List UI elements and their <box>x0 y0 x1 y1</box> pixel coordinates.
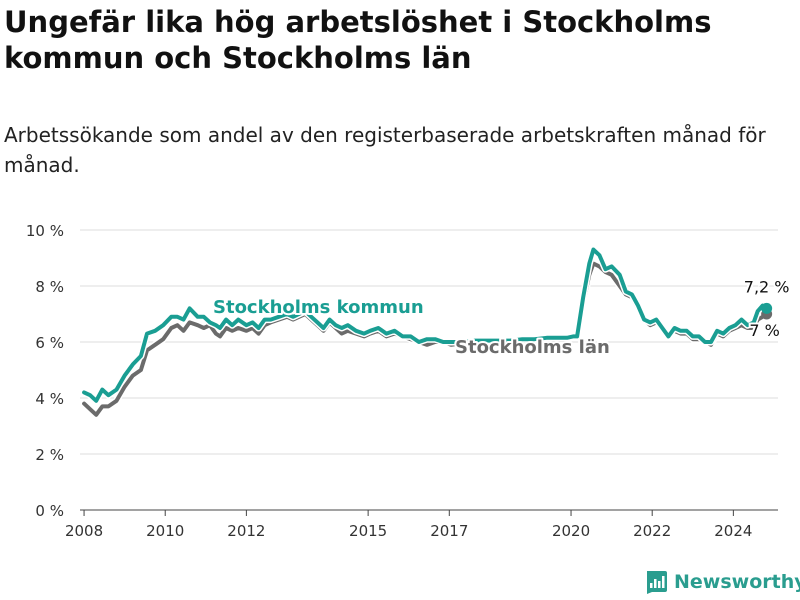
x-tick-label: 2024 <box>714 522 752 540</box>
series-layer <box>80 246 773 419</box>
newsworthy-logo-icon <box>647 571 667 594</box>
newsworthy-logo: Newsworthy <box>644 570 800 594</box>
chart-title: Ungefär lika hög arbetslöshet i Stockhol… <box>4 5 712 75</box>
x-tick-label: 2010 <box>146 522 184 540</box>
x-tick-label: 2017 <box>430 522 468 540</box>
end-value-label-stockholms-lan: 7 % <box>749 321 779 340</box>
y-tick-label: 2 % <box>35 446 64 464</box>
y-tick-label: 8 % <box>35 278 64 296</box>
chart-subtitle: Arbetssökande som andel av den registerb… <box>4 123 766 177</box>
y-tick-label: 10 % <box>26 222 64 240</box>
x-tick-label: 2008 <box>65 522 103 540</box>
series-line-stockholms-kommun <box>82 247 769 403</box>
axis-layer: 0 % 2 % 4 % 6 % 8 % 10 % 2008 2010 2012 2015 2017 2… <box>26 222 778 540</box>
grid-layer <box>80 229 778 455</box>
y-tick-label: 0 % <box>35 502 64 520</box>
series-label-stockholms-kommun: Stockholms kommun <box>213 297 424 318</box>
label-layer: Stockholms kommun Stockholms län 7,2 % 7 % <box>211 275 792 360</box>
y-tick-label: 4 % <box>35 390 64 408</box>
y-tick-label: 6 % <box>35 334 64 352</box>
x-tick-label: 2020 <box>552 522 590 540</box>
x-tick-label: 2015 <box>349 522 387 540</box>
newsworthy-brand-name: Newsworthy <box>674 571 800 593</box>
x-tick-label: 2012 <box>227 522 265 540</box>
series-label-stockholms-lan: Stockholms län <box>455 337 610 358</box>
end-value-label-stockholms-kommun: 7,2 % <box>744 277 790 296</box>
x-tick-label: 2022 <box>633 522 671 540</box>
series-end-point-stockholms-kommun <box>761 302 773 314</box>
